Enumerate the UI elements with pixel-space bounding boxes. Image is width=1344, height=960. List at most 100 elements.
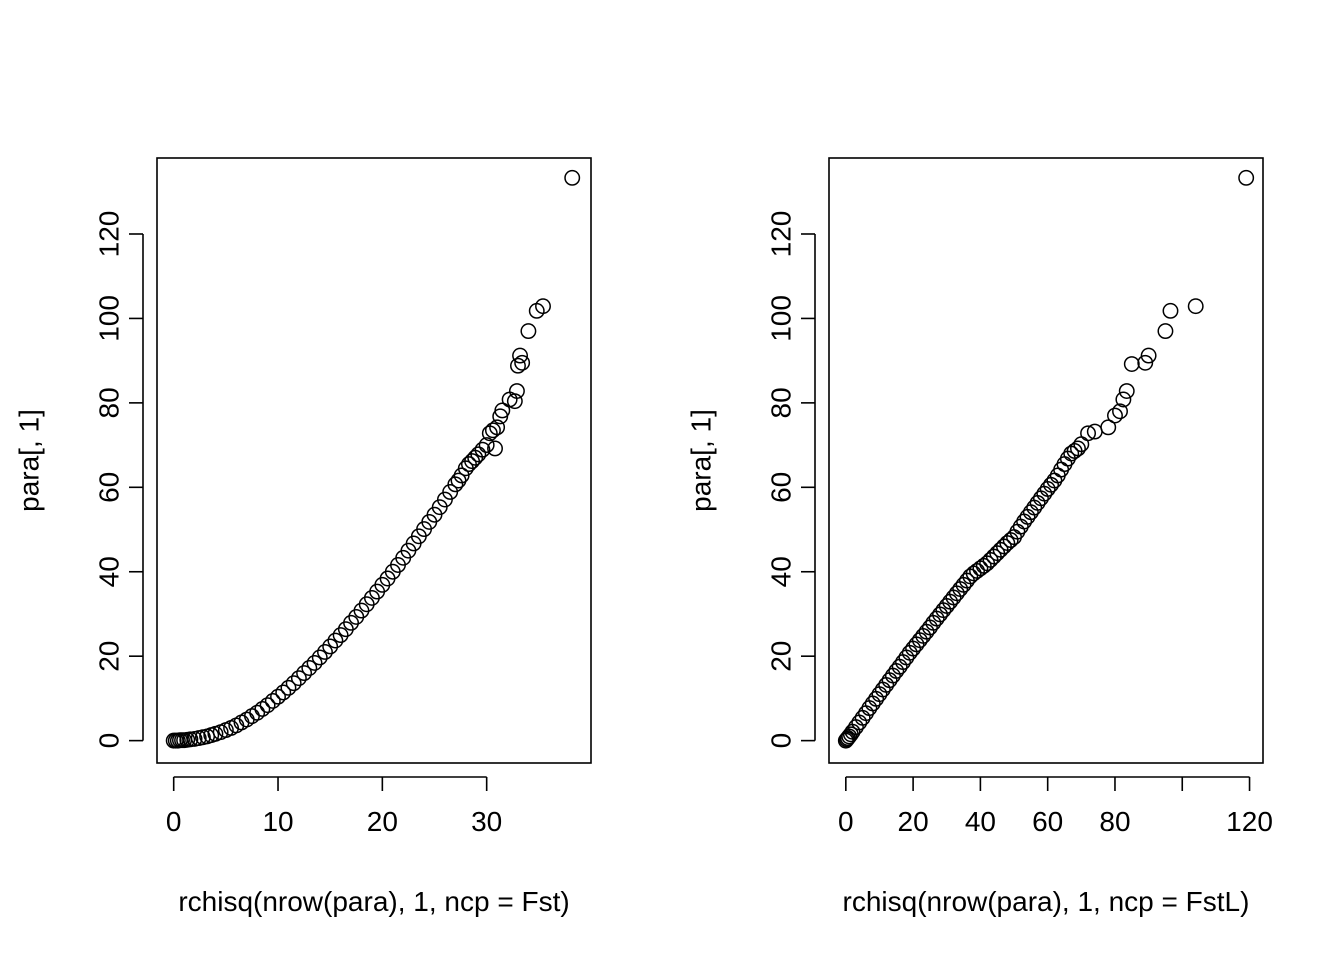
- left-x-tick-label: 20: [367, 806, 398, 837]
- left-data-point: [535, 298, 551, 315]
- left-y-axis-title: para[, 1]: [14, 409, 45, 512]
- left-data-point: [484, 422, 501, 439]
- right-data-point: [871, 686, 888, 703]
- right-data-point: [1033, 490, 1049, 507]
- left-y-tick-label: 60: [94, 472, 125, 503]
- right-data-point: [1056, 456, 1073, 473]
- left-data-point: [460, 456, 477, 473]
- left-data-point: [290, 670, 307, 687]
- right-y-tick-label: 0: [766, 733, 797, 749]
- right-y-tick-label: 100: [766, 295, 797, 342]
- left-data-point: [514, 354, 531, 371]
- left-data-point: [363, 589, 380, 606]
- right-data-point: [1118, 383, 1135, 399]
- right-data-point: [1012, 518, 1029, 535]
- right-data-point: [878, 676, 895, 693]
- right-data-point: [1123, 356, 1140, 372]
- left-y-tick-label: 120: [94, 211, 125, 258]
- right-data-point: [1115, 391, 1132, 408]
- right-y-tick-label: 60: [766, 472, 797, 503]
- left-data-point: [296, 665, 313, 682]
- left-data-point: [306, 654, 323, 671]
- left-data-point: [487, 440, 503, 457]
- left-data-point: [285, 675, 302, 692]
- left-data-point: [470, 446, 487, 463]
- left-y-tick-label: 0: [94, 733, 125, 749]
- left-data-point: [254, 701, 271, 717]
- right-data-point: [1080, 425, 1097, 442]
- left-data-point: [264, 692, 281, 709]
- left-data-point: [512, 347, 529, 364]
- right-plot-frame: [828, 157, 1264, 764]
- left-y-tick-label: 20: [94, 641, 125, 672]
- left-data-point: [564, 169, 581, 186]
- right-data-point: [1016, 513, 1033, 530]
- left-data-point: [301, 660, 318, 676]
- left-x-tick-label: 0: [166, 806, 182, 837]
- left-data-point: [508, 383, 525, 399]
- right-data-point: [1107, 407, 1123, 424]
- right-data-point: [868, 690, 885, 707]
- right-data-point: [1070, 440, 1086, 457]
- right-x-tick-label: 80: [1099, 806, 1130, 837]
- right-data-point: [1162, 302, 1179, 319]
- left-data-point: [243, 708, 260, 725]
- left-y-tick-label: 100: [94, 295, 125, 342]
- right-data-point: [861, 700, 878, 717]
- left-data-point: [489, 419, 506, 436]
- right-scatter-panel: rchisq(nrow(para), 1, ncp = FstL) para[,…: [686, 157, 1273, 917]
- right-data-point: [1140, 347, 1157, 364]
- right-data-point: [1029, 494, 1046, 511]
- left-data-point: [520, 323, 537, 340]
- left-scatter-panel: rchisq(nrow(para), 1, ncp = Fst) para[, …: [14, 157, 592, 917]
- right-data-point: [1112, 403, 1128, 420]
- right-data-point: [864, 695, 881, 712]
- right-data-point: [1026, 499, 1043, 516]
- left-data-point: [494, 402, 511, 419]
- right-data-point: [1157, 323, 1174, 340]
- left-data-point: [270, 688, 286, 705]
- left-data-point: [275, 684, 292, 701]
- left-data-point: [478, 437, 495, 454]
- left-data-point: [280, 679, 297, 696]
- left-data-point: [506, 393, 523, 410]
- left-data-point: [358, 596, 375, 613]
- right-x-axis-title: rchisq(nrow(para), 1, ncp = FstL): [843, 886, 1250, 917]
- right-x-tick-label: 60: [1032, 806, 1063, 837]
- right-data-point: [1100, 419, 1117, 436]
- right-y-tick-label: 120: [766, 211, 797, 258]
- right-x-tick-label: 20: [898, 806, 929, 837]
- right-data-point: [858, 705, 874, 722]
- right-data-point: [1238, 169, 1255, 186]
- left-data-point: [182, 731, 199, 748]
- right-data-point: [1187, 298, 1204, 315]
- left-data-point: [317, 644, 333, 660]
- left-data-point: [311, 649, 328, 666]
- left-data-point: [238, 711, 255, 728]
- left-x-axis-title: rchisq(nrow(para), 1, ncp = Fst): [178, 886, 569, 917]
- right-x-tick-label: 40: [965, 806, 996, 837]
- right-data-point: [874, 681, 891, 698]
- left-data-point: [343, 614, 359, 631]
- left-data-point: [322, 638, 339, 655]
- right-x-tick-label: 0: [838, 806, 854, 837]
- left-data-point: [353, 602, 370, 619]
- right-data-point: [1137, 354, 1154, 371]
- left-plot-frame: [156, 157, 592, 764]
- left-x-tick-label: 10: [262, 806, 293, 837]
- left-data-point: [510, 357, 526, 374]
- left-x-tick-label: 30: [471, 806, 502, 837]
- right-data-point: [1019, 508, 1036, 525]
- left-data-point: [474, 441, 491, 458]
- left-data-point: [249, 704, 266, 721]
- left-y-tick-label: 40: [94, 556, 125, 587]
- left-data-point: [259, 697, 276, 714]
- right-y-tick-label: 80: [766, 387, 797, 418]
- left-data-point: [327, 632, 344, 649]
- right-data-point: [851, 714, 868, 731]
- right-y-tick-label: 20: [766, 641, 797, 672]
- left-y-tick-label: 80: [94, 387, 125, 418]
- right-y-axis-title: para[, 1]: [686, 409, 717, 512]
- right-y-tick-label: 40: [766, 556, 797, 587]
